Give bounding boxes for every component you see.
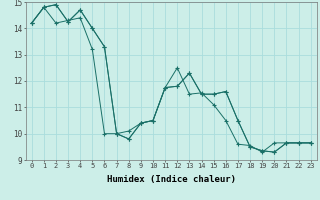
X-axis label: Humidex (Indice chaleur): Humidex (Indice chaleur): [107, 175, 236, 184]
